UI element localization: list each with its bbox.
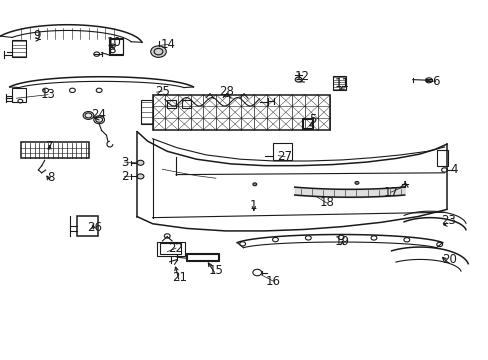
Bar [182,100,190,108]
Circle shape [150,46,166,57]
Text: 12: 12 [294,70,309,83]
Bar [303,119,311,129]
Bar [156,242,184,256]
Text: 1: 1 [249,199,257,212]
Circle shape [137,174,143,179]
Text: 7: 7 [46,140,53,153]
Text: 14: 14 [161,38,175,51]
Circle shape [83,112,94,120]
Text: 11: 11 [334,77,349,90]
Text: 24: 24 [90,108,105,121]
Text: 18: 18 [319,197,334,210]
Bar [12,40,26,57]
Bar [185,253,218,261]
Text: 15: 15 [208,264,223,277]
Bar [273,143,291,160]
Bar [6,96,12,101]
Bar [152,95,329,130]
Text: 27: 27 [277,150,292,163]
Bar [160,243,181,254]
Bar [77,216,98,235]
Text: 16: 16 [265,275,280,288]
Circle shape [354,181,358,184]
Bar [109,38,123,55]
Bar [332,76,346,90]
Text: 21: 21 [172,271,186,284]
Text: 5: 5 [309,113,316,126]
Text: 2: 2 [121,170,128,183]
Bar [110,39,122,54]
Text: 13: 13 [41,88,56,101]
Text: 8: 8 [47,171,54,184]
Bar [436,150,447,166]
Circle shape [137,160,143,165]
Text: 6: 6 [431,75,439,88]
Text: 4: 4 [449,163,457,176]
Circle shape [252,183,256,186]
Circle shape [94,116,104,124]
Text: 3: 3 [121,156,128,168]
Text: 10: 10 [106,36,121,49]
Text: 28: 28 [219,85,234,98]
Bar [140,100,152,125]
Text: 23: 23 [440,214,455,227]
Text: 20: 20 [441,253,456,266]
Text: 19: 19 [334,235,349,248]
Bar [167,100,176,108]
Text: 26: 26 [86,221,102,234]
Circle shape [295,77,302,82]
Text: 9: 9 [33,29,41,42]
Text: 25: 25 [155,85,169,98]
Text: 17: 17 [383,186,398,199]
Bar [186,253,217,260]
Bar [21,142,89,158]
Bar [12,88,26,102]
Text: 22: 22 [168,242,183,255]
Bar [302,118,312,129]
